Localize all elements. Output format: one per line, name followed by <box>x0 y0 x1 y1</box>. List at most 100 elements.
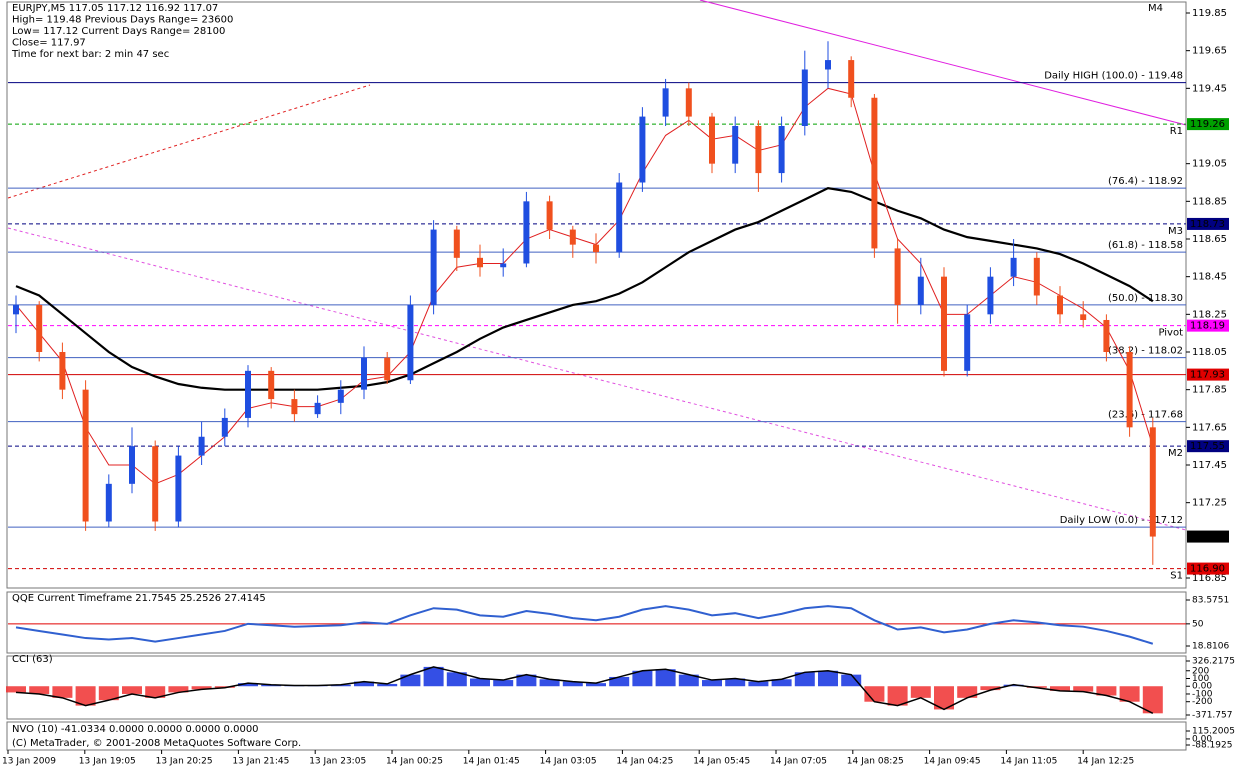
candle-body <box>639 116 646 183</box>
panel-tick-label: 18.8106 <box>1192 642 1229 652</box>
level-label: R1 <box>1170 126 1183 137</box>
cci-bar <box>1050 686 1070 691</box>
y-tick-label: 117.85 <box>1192 385 1227 396</box>
candle-body <box>291 399 298 415</box>
cci-bar <box>1096 686 1117 696</box>
cci-bar <box>6 686 26 693</box>
candle-body <box>616 182 623 253</box>
price-box <box>1187 217 1229 230</box>
x-tick-label: 13 Jan 19:05 <box>79 757 136 767</box>
x-tick-label: 14 Jan 01:45 <box>463 757 520 767</box>
price-box-label: 116.90 <box>1190 564 1225 575</box>
price-box <box>1187 118 1229 131</box>
candle-body <box>523 201 530 264</box>
cci-bar <box>609 676 630 687</box>
level-label: (50.0) - 118.30 <box>1108 293 1183 304</box>
candle-body <box>384 357 391 381</box>
y-tick-label: 119.65 <box>1192 46 1227 57</box>
candle-body <box>59 352 66 390</box>
info-line: High= 119.48 Previous Days Range= 23600 <box>12 15 233 26</box>
y-tick-label: 118.45 <box>1192 272 1227 283</box>
moving-average <box>15 187 1154 391</box>
level-label: Pivot <box>1158 328 1183 339</box>
cci-bar <box>214 686 235 688</box>
trend-line <box>699 0 1187 126</box>
y-tick-label: 118.25 <box>1192 309 1227 320</box>
cci-bar <box>470 678 490 687</box>
candle-body <box>1010 257 1017 277</box>
candle-body <box>755 126 762 174</box>
candle-body <box>825 60 831 70</box>
y-tick-label: 117.45 <box>1192 460 1227 471</box>
x-tick-label: 14 Jan 04:25 <box>616 757 673 767</box>
candle-body <box>1149 427 1156 537</box>
main-panel <box>6 1 1187 589</box>
top-label: M4 <box>1148 3 1163 14</box>
price-box-label: 117.07 <box>1190 532 1225 543</box>
cci-bar <box>330 684 351 687</box>
cci-bar <box>400 674 421 687</box>
qqe-panel <box>6 591 1187 654</box>
candle-body <box>593 244 599 253</box>
copyright: (C) MetaTrader, © 2001-2008 MetaQuotes S… <box>12 738 301 749</box>
candle-body <box>198 436 205 456</box>
price-box <box>1187 319 1229 332</box>
cci-line <box>15 666 1154 714</box>
moving-average <box>15 87 1154 485</box>
level-label: (38.2) - 118.02 <box>1108 346 1183 357</box>
price-box-label: 118.73 <box>1190 219 1225 230</box>
cci-bar <box>841 674 862 687</box>
x-tick-label: 14 Jan 12:25 <box>1077 757 1134 767</box>
price-box <box>1187 530 1229 543</box>
level-label: M3 <box>1168 226 1183 237</box>
candle-body <box>129 446 135 484</box>
level-label: Daily HIGH (100.0) - 119.48 <box>1044 71 1183 82</box>
cci-bar <box>586 683 606 687</box>
cci-bar <box>1073 686 1094 692</box>
candle-body <box>13 304 19 315</box>
level-label: M2 <box>1168 448 1183 459</box>
price-box <box>1187 440 1229 453</box>
info-line: EURJPY,M5 117.05 117.12 116.92 117.07 <box>12 3 218 14</box>
cci-bar <box>75 686 96 706</box>
candle-body <box>941 276 947 371</box>
panel-title: NVO (10) -41.0334 0.0000 0.0000 0.0000 0… <box>12 724 259 735</box>
cci-bar <box>794 672 815 687</box>
panel-tick-label: -200 <box>1192 697 1213 707</box>
cci-bar <box>864 686 885 702</box>
candle-body <box>245 370 251 418</box>
x-tick-label: 14 Jan 07:05 <box>770 757 827 767</box>
candle-body <box>361 357 367 390</box>
panel-title: CCI (63) <box>12 654 53 665</box>
info-line: Close= 117.97 <box>12 38 86 49</box>
candle-body <box>1080 314 1087 320</box>
panel-tick-label: 100 <box>1192 674 1209 684</box>
cci-bar <box>632 670 653 687</box>
candle-body <box>848 60 855 98</box>
panel-tick-label: 0.00 <box>1192 682 1212 692</box>
candle-body <box>175 455 182 522</box>
y-tick-label: 118.65 <box>1192 234 1227 245</box>
candle-body <box>430 229 437 305</box>
price-box-label: 119.26 <box>1190 119 1225 130</box>
candle-body <box>987 276 994 315</box>
y-tick-label: 119.45 <box>1192 83 1227 94</box>
level-label: S1 <box>1170 571 1183 582</box>
candle-body <box>778 126 785 174</box>
candle-body <box>1033 257 1040 296</box>
cci-bar <box>261 684 282 687</box>
cci-bar <box>702 680 722 687</box>
cci-bar <box>423 666 444 687</box>
panel-tick-label: -371.757 <box>1192 711 1232 721</box>
y-tick-label: 119.85 <box>1192 8 1227 19</box>
panel-tick-label: -88.1925 <box>1192 741 1232 751</box>
level-label: (23.6) - 117.68 <box>1108 410 1183 421</box>
cci-bar <box>29 686 50 694</box>
cci-bar <box>516 674 537 687</box>
x-tick-label: 14 Jan 08:25 <box>847 757 904 767</box>
trend-line <box>7 227 1187 531</box>
x-tick-label: 14 Jan 03:05 <box>540 757 597 767</box>
nvo-panel <box>6 721 1187 751</box>
level-label: Daily LOW (0.0) - 117.12 <box>1060 515 1183 526</box>
candle-body <box>964 314 971 371</box>
